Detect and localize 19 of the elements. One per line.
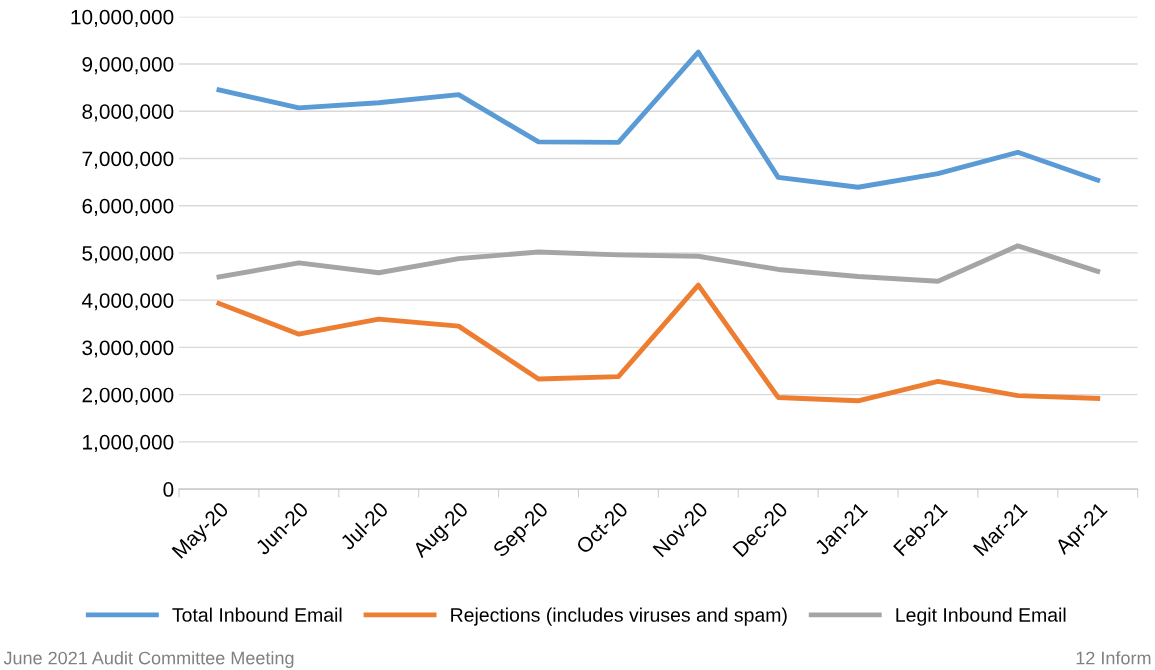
y-tick-label: 8,000,000 [82,104,174,122]
y-tick-label: 2,000,000 [82,387,174,405]
y-tick-label: 1,000,000 [83,434,174,453]
line-series [216,49,1101,190]
text: 12 Inform [1076,651,1151,665]
y-tick-label: 5,000,000 [82,245,174,264]
y-tick-label: 9,000,000 [82,56,174,75]
legend-label: Rejections (includes viruses and spam) [451,607,787,626]
y-tick-label: 4,000,000 [81,293,174,311]
y-tick-label: 7,000,000 [82,151,174,169]
legend-label: Total Inbound Email [172,607,342,622]
y-tick-label: 6,000,000 [82,198,174,216]
legend-label: Legit Inbound Email [896,607,1066,626]
line-series [216,282,1101,404]
text: June 2021 Audit Committee Meeting [3,651,294,668]
line-series [216,243,1101,284]
y-tick-label: 10,000,000 [71,9,174,27]
y-tick-label: 0 [163,482,174,497]
y-tick-label: 3,000,000 [82,340,174,358]
